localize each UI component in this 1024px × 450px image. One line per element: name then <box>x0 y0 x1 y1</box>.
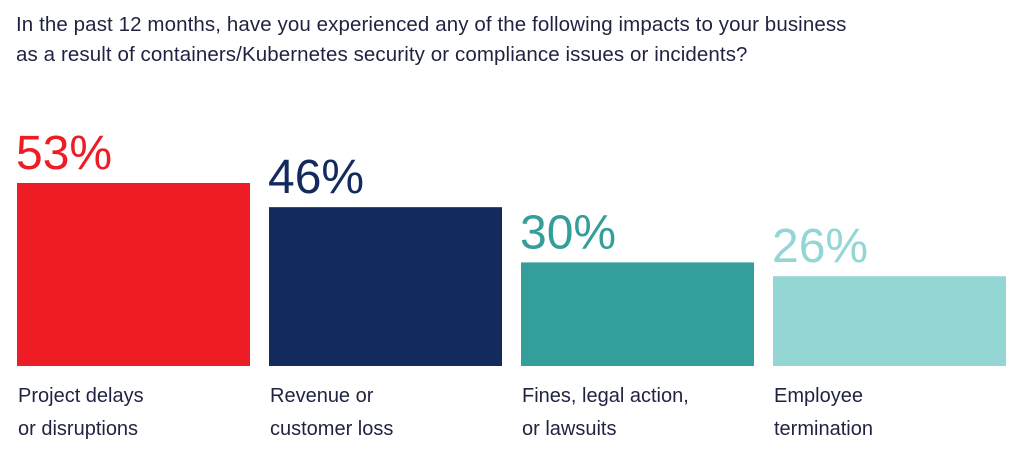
bar-3 <box>521 262 754 366</box>
value-label-3: 30% <box>520 206 616 259</box>
value-label-4: 26% <box>772 220 868 273</box>
bar-1 <box>17 183 250 366</box>
chart-title: In the past 12 months, have you experien… <box>16 10 1006 70</box>
category-label-4-line-2: termination <box>774 418 873 440</box>
chart-title-line-2: as a result of containers/Kubernetes sec… <box>16 43 748 66</box>
category-label-2-line-2: customer loss <box>270 418 393 440</box>
bar-2 <box>269 207 502 366</box>
category-label-1-line-2: or disruptions <box>18 418 138 440</box>
chart-title-line-1: In the past 12 months, have you experien… <box>16 13 847 36</box>
category-label-3-line-1: Fines, legal action, <box>522 385 689 407</box>
category-label-3-line-2: or lawsuits <box>522 418 616 440</box>
value-label-1: 53% <box>16 127 112 180</box>
bar-4 <box>773 276 1006 366</box>
value-label-2: 46% <box>268 151 364 204</box>
category-label-1-line-1: Project delays <box>18 385 144 407</box>
category-label-4-line-1: Employee <box>774 385 863 407</box>
category-label-2-line-1: Revenue or <box>270 385 374 407</box>
